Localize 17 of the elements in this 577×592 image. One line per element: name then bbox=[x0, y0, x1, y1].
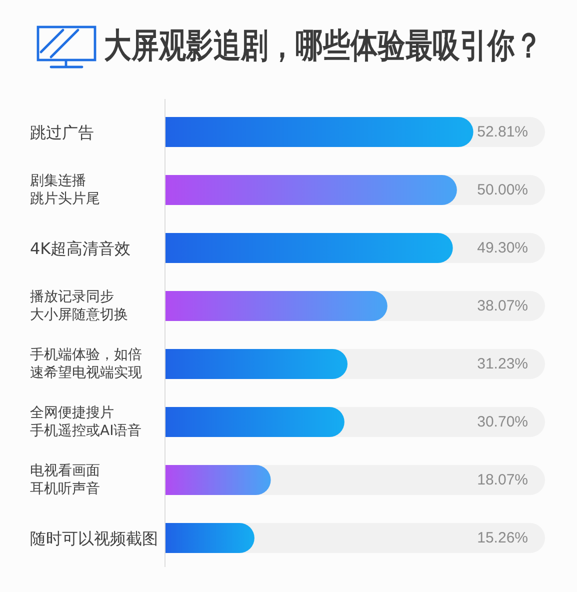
data-label: 18.07% bbox=[477, 472, 528, 488]
data-label: 49.30% bbox=[477, 240, 528, 256]
data-label: 50.00% bbox=[477, 182, 528, 198]
y-tick-label: 电视看画面耳机听声音 bbox=[30, 463, 100, 497]
y-tick-label: 全网便捷搜片手机遥控或AI语音 bbox=[30, 405, 142, 439]
y-tick-label: 4K超高清音效 bbox=[30, 238, 131, 258]
data-label: 30.70% bbox=[477, 414, 528, 430]
data-label: 15.26% bbox=[477, 530, 528, 546]
data-label: 52.81% bbox=[477, 124, 528, 140]
chart-title: 大屏观影追剧，哪些体验最吸引你？ bbox=[104, 26, 542, 66]
y-tick-label: 手机端体验，如倍速希望电视端实现 bbox=[30, 347, 142, 381]
y-tick-label: 随时可以视频截图 bbox=[30, 528, 158, 548]
y-tick-label: 跳过广告 bbox=[30, 122, 94, 142]
y-tick-label: 播放记录同步大小屏随意切换 bbox=[30, 289, 128, 323]
data-label: 38.07% bbox=[477, 298, 528, 314]
data-label: 31.23% bbox=[477, 356, 528, 372]
y-tick-label: 剧集连播跳片头片尾 bbox=[30, 173, 100, 207]
